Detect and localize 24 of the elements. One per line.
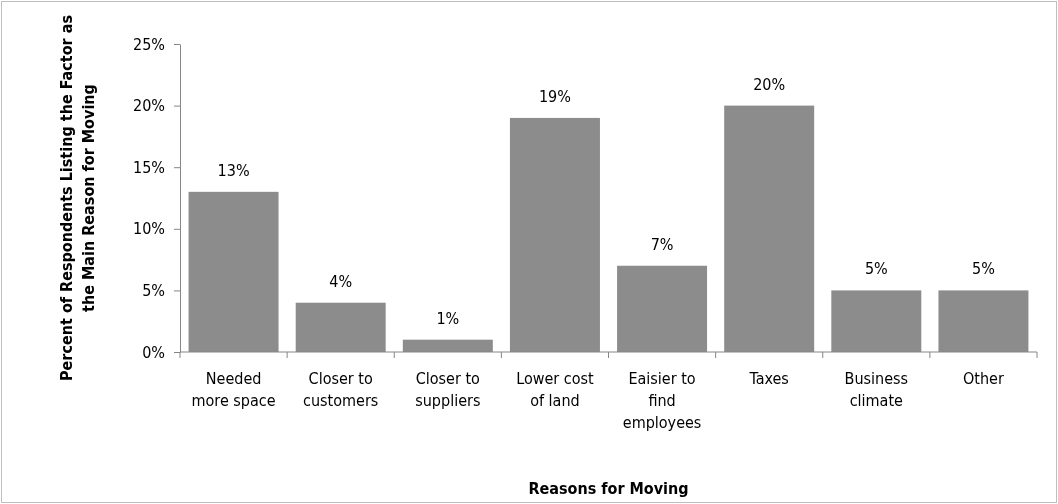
x-tick-label: Lower cost of land — [516, 369, 595, 410]
y-tick-label: 20% — [133, 96, 165, 116]
y-axis-title: Percent of Respondents Listing the Factor as the Main Reason for Moving — [57, 15, 98, 381]
y-tick-label: 0% — [142, 342, 165, 362]
data-label: 13% — [217, 160, 250, 180]
x-tick-label: Other — [963, 369, 1004, 388]
y-tick-label: 5% — [142, 281, 165, 301]
y-tick-label: 15% — [133, 157, 165, 177]
data-label: 7% — [650, 234, 674, 254]
y-tick-label: 25% — [133, 34, 165, 54]
data-label: 5% — [972, 259, 995, 279]
x-tick-label: Taxes — [748, 369, 789, 388]
x-tick-label: Eaisier to find employees — [622, 369, 702, 432]
y-tick-label: 10% — [133, 219, 165, 239]
data-label: 1% — [436, 308, 460, 328]
x-axis-title: Reasons for Moving — [528, 479, 689, 498]
data-label: 19% — [538, 86, 571, 106]
data-label: 4% — [329, 271, 353, 291]
x-tick-label: Closer to suppliers — [415, 369, 481, 410]
data-label: 5% — [864, 259, 888, 279]
x-tick-label: Closer to customers — [303, 369, 379, 410]
x-tick-label: Needed more space — [191, 369, 276, 410]
x-tick-label: Business climate — [844, 369, 909, 410]
data-label: 20% — [753, 74, 786, 94]
